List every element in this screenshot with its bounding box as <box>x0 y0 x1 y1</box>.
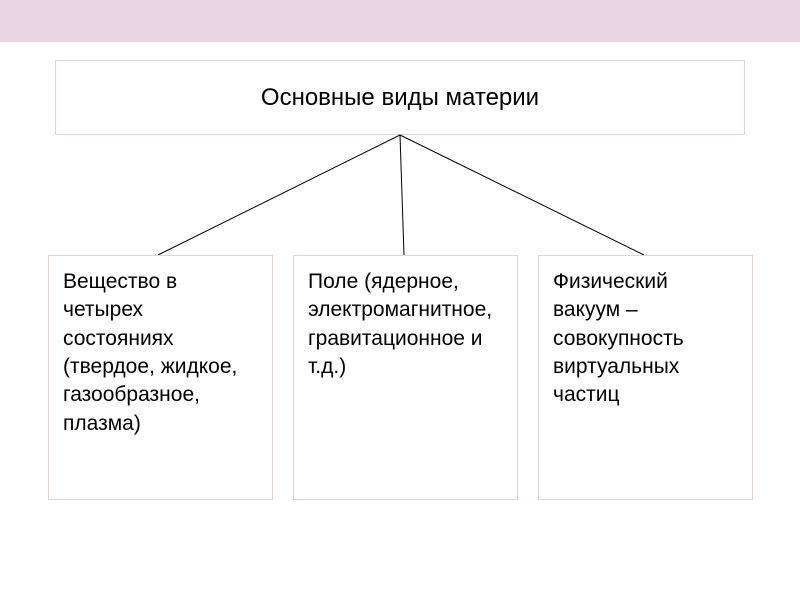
child-box-0: Вещество в четырех состояниях (твердое, … <box>48 255 273 500</box>
title-box: Основные виды материи <box>55 60 745 135</box>
child-text-2: Физический вакуум – совокупность виртуал… <box>553 270 684 406</box>
title-text: Основные виды материи <box>261 84 539 112</box>
child-text-0: Вещество в четырех состояниях (твердое, … <box>63 270 237 435</box>
child-box-2: Физический вакуум – совокупность виртуал… <box>538 255 753 500</box>
header-band <box>0 0 800 42</box>
child-box-1: Поле (ядерное, электромагнитное, гравита… <box>293 255 518 500</box>
child-text-1: Поле (ядерное, электромагнитное, гравита… <box>308 270 492 378</box>
